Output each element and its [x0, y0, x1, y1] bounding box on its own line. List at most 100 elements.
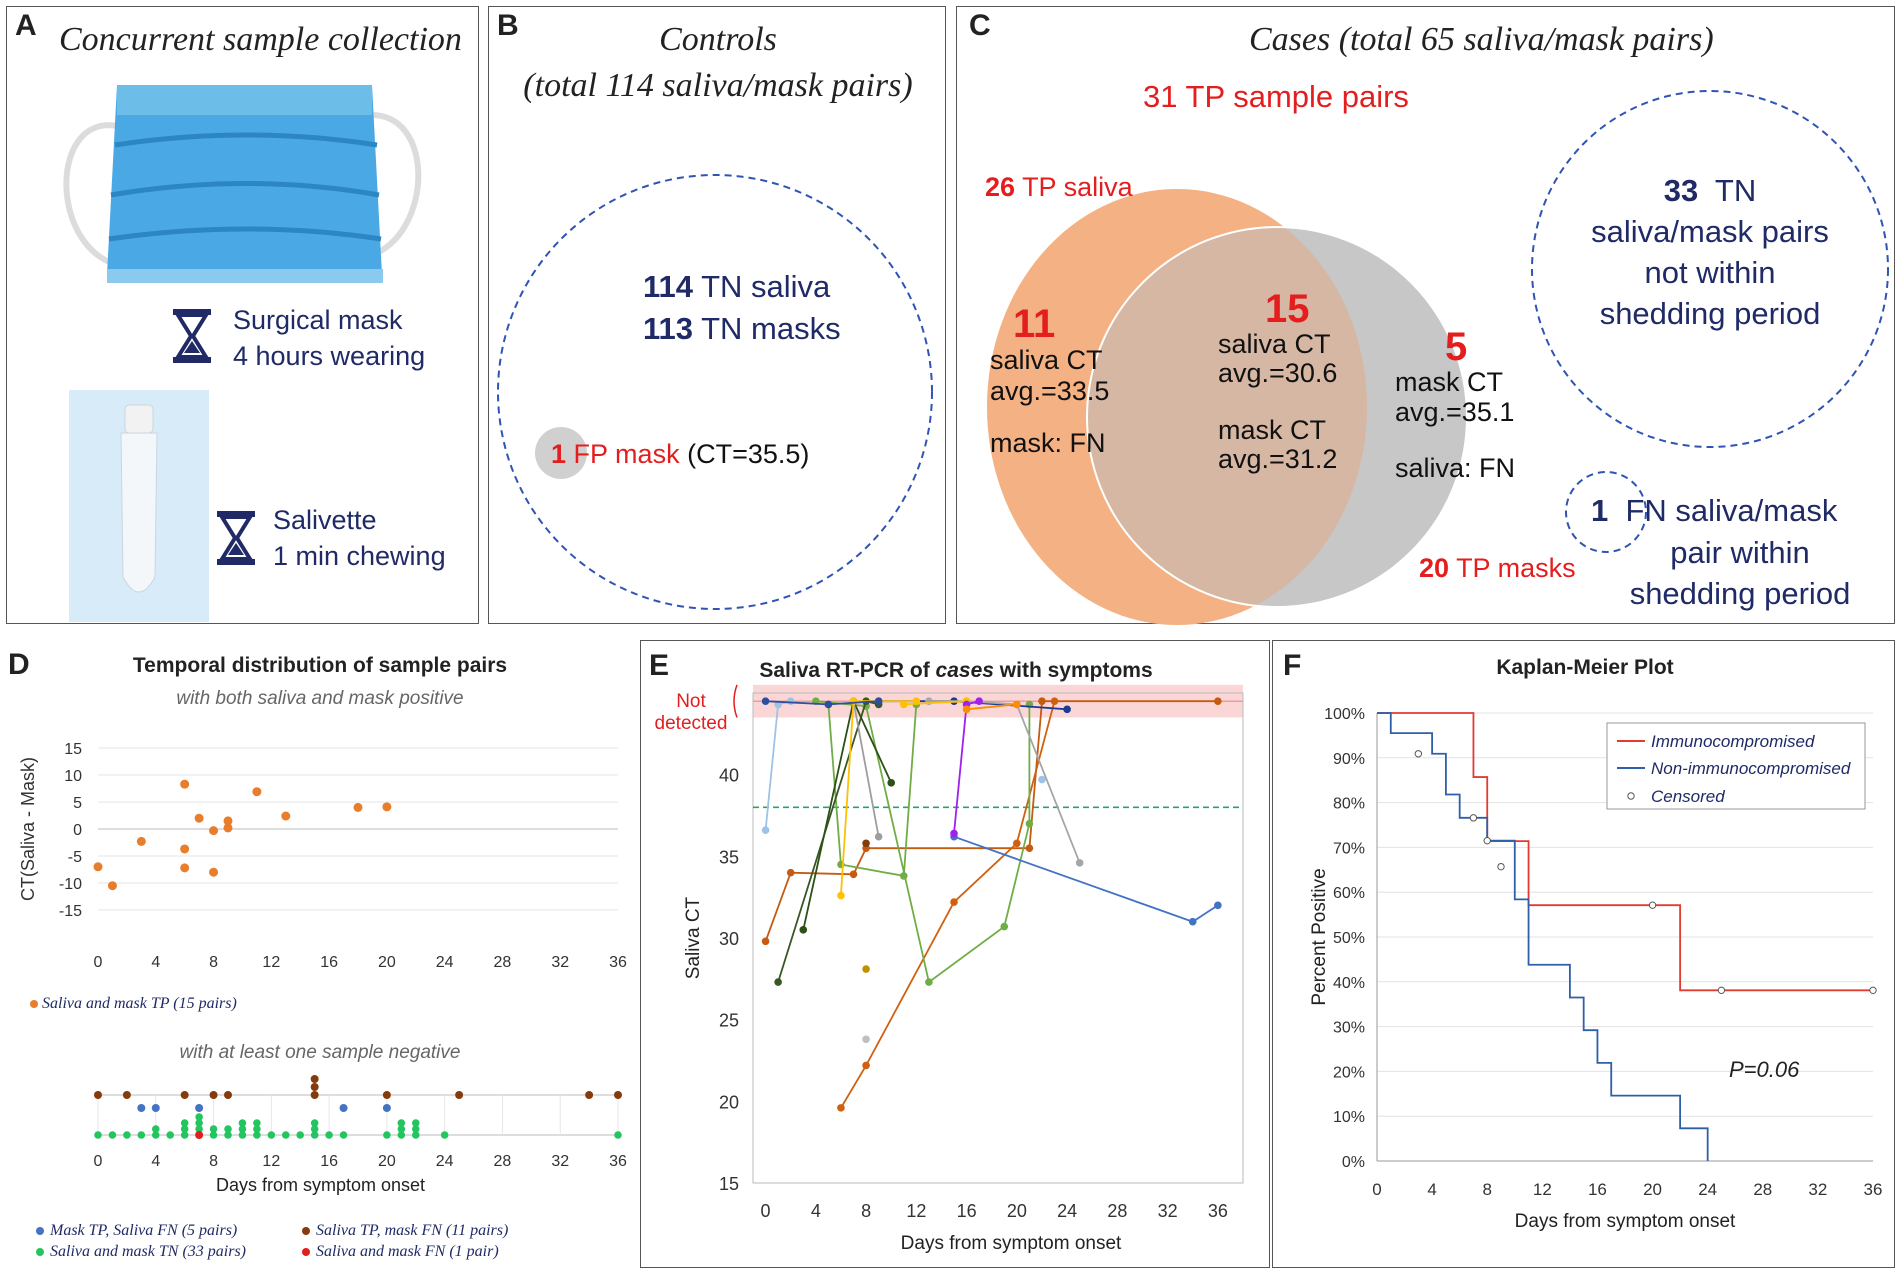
x-tick-label: 36	[1864, 1180, 1883, 1199]
series-line	[852, 701, 880, 837]
fp-line: 1 FP mask (CT=35.5)	[551, 439, 809, 470]
data-point	[614, 1131, 622, 1139]
data-point	[223, 816, 233, 826]
x-tick-label: 20	[378, 1153, 396, 1170]
x-tick-label: 24	[1057, 1201, 1077, 1221]
chart-title: Kaplan-Meier Plot	[1496, 656, 1673, 679]
y-tick-label: 30	[719, 929, 739, 949]
panel-d-xlabel: Days from symptom onset	[216, 1175, 426, 1195]
tn-text: TN	[1714, 173, 1757, 208]
panel-f: F Kaplan-Meier Plot 100% 90% 80% 70% 60% 50% 40…	[1272, 640, 1895, 1268]
x-axis-label: Days from symptom onset	[901, 1233, 1122, 1254]
chart-d-bottom: 0 4 8 12 16 20 24 28 32 36	[94, 1075, 627, 1170]
data-point	[238, 1119, 247, 1127]
panel-c-title: Cases (total 65 saliva/mask pairs)	[1249, 21, 1714, 58]
legend-swatch	[1627, 792, 1635, 800]
y-tick-label: 80%	[1333, 796, 1365, 813]
series-line	[802, 698, 893, 930]
data-point	[849, 870, 858, 879]
venn-mid-line1: saliva CT	[1218, 329, 1331, 359]
data-point	[252, 787, 262, 797]
x-tick-label: 0	[1372, 1180, 1381, 1199]
data-point	[195, 1119, 203, 1127]
tn-saliva-text: TN saliva	[701, 269, 831, 304]
y-tick-label: 60%	[1333, 885, 1365, 902]
legend-dot-red	[302, 1248, 310, 1256]
data-point	[325, 1131, 333, 1139]
series-line	[815, 700, 1031, 984]
tn-circle-line1: 33 TN	[1577, 173, 1843, 209]
mask-label-2: 4 hours wearing	[233, 341, 426, 371]
surgical-mask-illustration	[63, 85, 422, 622]
data-point	[209, 1131, 218, 1139]
data-point	[180, 844, 190, 854]
venn-right-line3: saliva: FN	[1395, 453, 1516, 483]
data-point	[137, 1104, 146, 1112]
data-point	[339, 1104, 348, 1112]
data-point	[123, 1131, 131, 1139]
data-point	[1050, 697, 1059, 705]
venn-left-count: 11	[1013, 302, 1056, 346]
data-point	[253, 1125, 261, 1133]
legend-dot-blue	[36, 1227, 44, 1235]
data-point	[296, 1131, 305, 1139]
legend-top-item: Saliva and mask TP (15 pairs)	[30, 995, 237, 1013]
x-tick-label: 28	[1107, 1201, 1127, 1221]
x-tick-label: 16	[320, 954, 338, 971]
x-tick-label: 36	[609, 1153, 627, 1170]
x-tick-label: 12	[906, 1201, 926, 1221]
x-tick-label: 36	[1208, 1201, 1228, 1221]
x-tick-label: 4	[151, 954, 160, 971]
data-point	[253, 1119, 261, 1127]
legend-red: Saliva and mask FN (1 pair)	[302, 1243, 499, 1261]
panel-e-title-b: cases	[935, 659, 994, 682]
legend-red-text: Saliva and mask FN (1 pair)	[316, 1243, 499, 1260]
x-tick-label: 24	[436, 1153, 454, 1170]
tp-masks-text: TP masks	[1456, 553, 1576, 583]
x-tick-label: 8	[209, 1153, 218, 1170]
venn-diagram	[987, 90, 1889, 625]
data-point	[899, 700, 908, 709]
tn-mask-text: TN masks	[701, 311, 841, 346]
data-point	[339, 1131, 348, 1139]
data-point	[180, 1119, 189, 1127]
legend-dot-orange	[30, 1000, 38, 1008]
venn-mid-line4: avg.=31.2	[1218, 444, 1338, 474]
x-tick-label: 24	[1698, 1180, 1717, 1199]
tn-count: 33	[1663, 173, 1699, 208]
panel-c: C Cases (total 65 saliva/mask pairs) 31 …	[956, 6, 1895, 625]
x-tick-label: 12	[262, 1153, 280, 1170]
x-tick-label: 4	[1427, 1180, 1436, 1199]
data-point	[411, 1125, 420, 1133]
y-tick-label: -10	[59, 876, 82, 893]
data-point	[166, 1131, 175, 1139]
data-point	[195, 1131, 204, 1139]
censored-marker	[1483, 836, 1491, 845]
data-point	[151, 1104, 160, 1112]
tp-saliva-count: 26	[985, 172, 1016, 202]
x-tick-label: 32	[1808, 1180, 1827, 1199]
legend-blue-text: Mask TP, Saliva FN (5 pairs)	[50, 1222, 238, 1239]
data-point	[209, 1125, 218, 1133]
y-tick-label: 40%	[1333, 975, 1365, 992]
panel-d-title: Temporal distribution of sample pairs	[132, 654, 508, 677]
venn-left-line3: mask: FN	[990, 428, 1106, 458]
data-point	[887, 779, 896, 787]
panel-d-label: D	[8, 648, 30, 681]
panel-d-subtitle-1: with both saliva and mask positive	[176, 688, 464, 709]
x-tick-label: 8	[1482, 1180, 1491, 1199]
data-point	[209, 826, 219, 836]
panel-e: E Saliva RT-PCR of cases with symptoms 1…	[640, 640, 1270, 1268]
series-line	[953, 835, 1219, 923]
data-point	[151, 1131, 160, 1139]
data-point	[281, 1131, 290, 1139]
data-point	[397, 1119, 406, 1127]
data-point	[223, 823, 233, 833]
data-point	[310, 1091, 319, 1099]
tn-circle-line2: saliva/mask pairs	[1591, 214, 1829, 249]
y-tick-label: 35	[719, 847, 739, 867]
tn-saliva-line: 114 TN saliva	[643, 269, 830, 305]
y-tick-label: 20%	[1333, 1064, 1365, 1081]
legend-blue: Mask TP, Saliva FN (5 pairs)	[36, 1222, 237, 1240]
data-point	[1038, 775, 1046, 784]
